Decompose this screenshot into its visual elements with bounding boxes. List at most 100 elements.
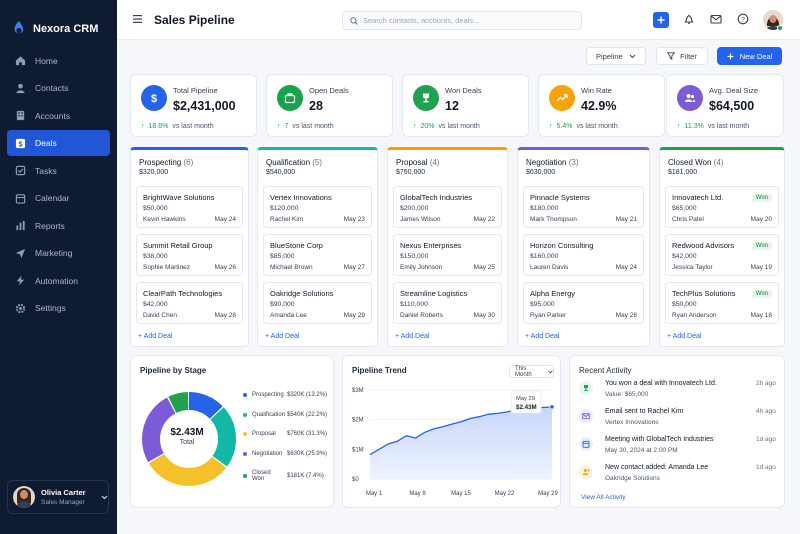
- deal-value: $110,000: [400, 301, 428, 308]
- deal-card[interactable]: Vertex Innovations $120,000 Rachel Kim May …: [263, 186, 372, 228]
- add-deal-link[interactable]: + Add Deal: [667, 333, 702, 340]
- deal-date: May 26: [214, 264, 236, 271]
- deal-card[interactable]: BlueStone Corp $85,000 Michael Brown May 27: [263, 234, 372, 276]
- mail-icon[interactable]: [710, 13, 722, 25]
- deal-owner: Jessica Taylor: [672, 264, 713, 271]
- arrow-up-icon: ↑: [413, 123, 417, 130]
- stage-amount: $630,000: [526, 169, 556, 176]
- sidebar: Nexora CRM Home Contacts Accounts $ Deal…: [0, 0, 117, 534]
- y-tick-label: $1M: [352, 447, 364, 453]
- kpi-change-suffix: vs last month: [707, 123, 750, 130]
- deal-name: Oakridge Solutions: [270, 289, 334, 298]
- deal-value: $65,000: [672, 205, 697, 212]
- activity-title: Email sent to Rachel Kim: [605, 408, 684, 415]
- help-icon[interactable]: ?: [737, 13, 749, 25]
- trend-point[interactable]: [549, 404, 555, 410]
- kpi-change: 5.4%: [556, 123, 573, 130]
- deal-card[interactable]: BrightWave Solutions $50,000 Kevin Hawkins…: [136, 186, 243, 228]
- sidebar-item-accounts[interactable]: Accounts: [7, 103, 110, 129]
- quick-add-button[interactable]: [653, 12, 669, 28]
- sidebar-item-settings[interactable]: Settings: [7, 295, 110, 321]
- sidebar-item-tasks[interactable]: Tasks: [7, 158, 110, 184]
- deal-card[interactable]: Pinnacle Systems $180,000 Mark Thompson May…: [523, 186, 644, 228]
- trend-area: [370, 406, 552, 479]
- activity-item[interactable]: You won a deal with Innovatech Ltd. Valu…: [579, 380, 779, 406]
- sidebar-item-label: Settings: [35, 303, 66, 313]
- deal-name: Pinnacle Systems: [530, 193, 590, 202]
- deal-card[interactable]: GlobalTech Industries $200,000 James Wilso…: [393, 186, 502, 228]
- search-input[interactable]: [363, 16, 568, 25]
- deal-value: $120,000: [270, 205, 299, 212]
- won-badge: Won: [751, 290, 772, 298]
- kpi-label: Win Rate: [581, 86, 612, 95]
- deal-card[interactable]: Alpha Energy $95,000 Ryan Parker May 28: [523, 282, 644, 324]
- deal-owner: David Chen: [143, 312, 177, 319]
- deal-card[interactable]: Nexus Enterprises $150,000 Emily Johnson Ma…: [393, 234, 502, 276]
- kpi-value: 42.9%: [581, 99, 617, 113]
- donut-slice[interactable]: [142, 392, 236, 486]
- deal-owner: James Wilson: [400, 216, 441, 223]
- activity-item[interactable]: Email sent to Rachel Kim Vertex Innovati…: [579, 408, 779, 434]
- logo-icon: [14, 21, 24, 34]
- mail-icon: [579, 409, 593, 423]
- activity-item[interactable]: Meeting with GlobalTech Industries May 3…: [579, 436, 779, 462]
- deal-card[interactable]: Oakridge Solutions $90,000 Amanda Lee May 2…: [263, 282, 372, 324]
- period-select[interactable]: This Month: [509, 365, 554, 378]
- kpi-label: Total Pipeline: [173, 86, 218, 95]
- deal-card[interactable]: Summit Retail Group $38,000 Sophie Martine…: [136, 234, 243, 276]
- app-logo[interactable]: Nexora CRM: [0, 0, 117, 44]
- kpi-trend: ↑ 5.4% vs last month: [549, 123, 618, 130]
- stage-count: (4): [713, 158, 724, 167]
- legend-swatch: [243, 451, 247, 456]
- kpi-card-won-deals: Won Deals 12 ↑ 20% vs last month: [402, 74, 529, 137]
- building-icon: [16, 110, 25, 121]
- pipeline-select[interactable]: Pipeline: [586, 47, 646, 65]
- new-deal-button[interactable]: New Deal: [717, 47, 782, 65]
- legend-label: Prospecting: [252, 392, 284, 398]
- donut-slice[interactable]: [142, 392, 236, 486]
- x-tick-label: May 15: [451, 491, 471, 497]
- add-deal-link[interactable]: + Add Deal: [265, 333, 300, 340]
- bell-icon[interactable]: [683, 13, 695, 25]
- donut-slice[interactable]: [142, 392, 236, 486]
- deal-date: May 21: [615, 216, 637, 223]
- add-deal-link[interactable]: + Add Deal: [138, 333, 173, 340]
- sidebar-item-reports[interactable]: Reports: [7, 213, 110, 239]
- search-bar[interactable]: [342, 11, 582, 30]
- kpi-value: 28: [309, 99, 323, 113]
- deal-card[interactable]: ClearPath Technologies $42,000 David Chen M…: [136, 282, 243, 324]
- view-all-activity-link[interactable]: View All Activity: [581, 494, 626, 501]
- deal-card[interactable]: TechPlus Solutions $50,000 Ryan Anderson Ma…: [665, 282, 779, 324]
- sidebar-item-home[interactable]: Home: [7, 48, 110, 74]
- kpi-trend: ↑ 20% vs last month: [413, 123, 480, 130]
- sidebar-item-marketing[interactable]: Marketing: [7, 240, 110, 266]
- deal-card[interactable]: Streamline Logistics $110,000 Daniel Rober…: [393, 282, 502, 324]
- sidebar-item-deals[interactable]: $ Deals: [7, 130, 110, 156]
- donut-slice[interactable]: [142, 392, 236, 486]
- sidebar-item-contacts[interactable]: Contacts: [7, 75, 110, 101]
- legend-item: Prospecting $320K (13.2%): [243, 392, 327, 398]
- users-icon: [677, 85, 703, 111]
- sidebar-item-automation[interactable]: Automation: [7, 268, 110, 294]
- sidebar-item-calendar[interactable]: Calendar: [7, 185, 110, 211]
- deal-card[interactable]: Redwood Advisors $42,000 Jessica Taylor May…: [665, 234, 779, 276]
- deal-value: $85,000: [270, 253, 295, 260]
- briefcase-icon: [277, 85, 303, 111]
- activity-item[interactable]: New contact added: Amanda Lee Oakridge S…: [579, 464, 779, 490]
- menu-icon[interactable]: [133, 15, 142, 23]
- deal-name: Horizon Consulting: [530, 241, 594, 250]
- deal-card[interactable]: Innovatech Ltd. $65,000 Chris Patel May 20 W…: [665, 186, 779, 228]
- column-header: Closed Won (4): [660, 150, 784, 167]
- kpi-value: $2,431,000: [173, 99, 236, 113]
- donut-center-value: $2.43M: [170, 427, 204, 438]
- user-profile-card[interactable]: Olivia Carter Sales Manager: [7, 480, 109, 514]
- column-header: Qualification (5): [258, 150, 377, 167]
- add-deal-link[interactable]: + Add Deal: [525, 333, 560, 340]
- deal-card[interactable]: Horizon Consulting $160,000 Lauren Davis Ma…: [523, 234, 644, 276]
- add-deal-link[interactable]: + Add Deal: [395, 333, 430, 340]
- stage-name: Negotiation: [526, 158, 567, 167]
- deal-date: May 24: [615, 264, 637, 271]
- filter-button[interactable]: Filter: [656, 47, 708, 65]
- deal-value: $150,000: [400, 253, 429, 260]
- svg-text:?: ?: [741, 16, 745, 23]
